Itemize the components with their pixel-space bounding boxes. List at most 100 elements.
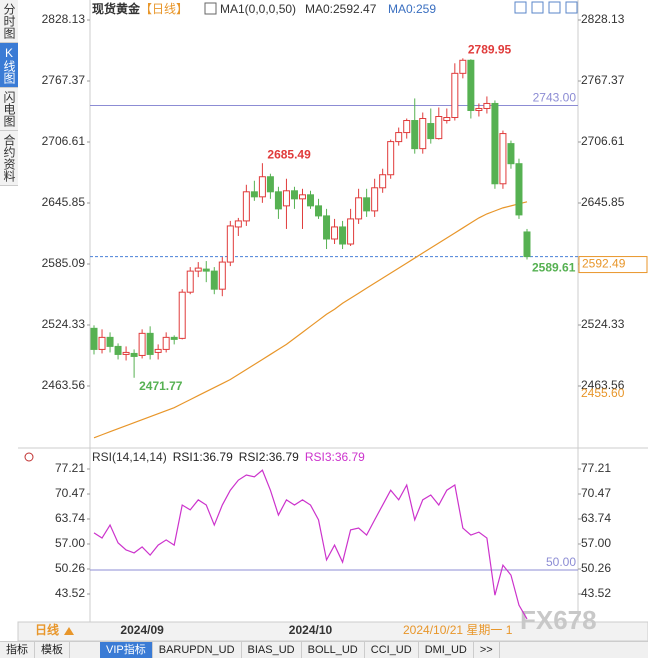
toolbar-tab[interactable]: 指标 bbox=[0, 642, 35, 658]
y-tick-label: 2585.09 bbox=[42, 256, 86, 270]
extreme-label: 2789.95 bbox=[468, 43, 512, 57]
rsi-icon[interactable] bbox=[24, 452, 34, 462]
candle-body bbox=[451, 72, 459, 119]
y-tick-label: 2706.61 bbox=[581, 134, 625, 148]
candle-body bbox=[210, 270, 218, 290]
candle-body bbox=[218, 261, 226, 290]
candle-body bbox=[162, 336, 170, 350]
side-tab[interactable]: 闪电图 bbox=[0, 88, 18, 131]
extreme-label: 2471.77 bbox=[139, 379, 183, 393]
y-tick-label: 2828.13 bbox=[581, 12, 625, 26]
window-icons[interactable] bbox=[514, 1, 578, 14]
extreme-label: 2685.49 bbox=[267, 147, 311, 161]
candle-body bbox=[290, 190, 298, 200]
settings-icon[interactable] bbox=[204, 2, 217, 15]
y-tick-label: 50.26 bbox=[581, 561, 611, 575]
y-tick-label: 2767.37 bbox=[42, 73, 86, 87]
candle-body bbox=[106, 336, 114, 347]
ma-line bbox=[93, 201, 528, 439]
candle-body bbox=[467, 59, 475, 111]
candle-body bbox=[258, 176, 266, 198]
y-tick-label: 2828.13 bbox=[42, 12, 86, 26]
candle-body bbox=[323, 215, 331, 240]
candle-body bbox=[250, 191, 258, 198]
icon[interactable] bbox=[565, 1, 578, 14]
price-tag-box bbox=[578, 256, 648, 274]
candle-body bbox=[339, 226, 347, 245]
candle-body bbox=[459, 59, 467, 74]
h-line-label: 2743.00 bbox=[533, 91, 577, 105]
candle-body bbox=[347, 218, 355, 245]
y-tick-label: 2524.33 bbox=[581, 317, 625, 331]
cursor-date: 2024/10/21 星期一 1 bbox=[403, 623, 513, 637]
period[interactable]: 【日线】 bbox=[140, 2, 188, 16]
candle-body bbox=[331, 226, 339, 240]
watermark: FX678 bbox=[520, 605, 597, 635]
toolbar: 指标 模板 VIP指标 BARUPDN_UD BIAS_UD BOLL_UD CCI_UD D… bbox=[0, 641, 648, 658]
side-tab[interactable]: 分时图 bbox=[0, 0, 18, 43]
price-tag: 2592.49 bbox=[582, 257, 626, 271]
toolbar-tab[interactable]: BOLL_UD bbox=[302, 642, 365, 658]
toolbar-tab[interactable]: BIAS_UD bbox=[242, 642, 302, 658]
toolbar-tab[interactable]: BARUPDN_UD bbox=[153, 642, 242, 658]
icon[interactable] bbox=[548, 1, 561, 14]
candle-body bbox=[475, 107, 483, 111]
candle-body bbox=[202, 268, 210, 272]
y-tick-label: 70.47 bbox=[581, 486, 611, 500]
y-tick-label: 57.00 bbox=[581, 536, 611, 550]
icon[interactable] bbox=[531, 1, 544, 14]
candle-body bbox=[274, 191, 282, 210]
y-tick-label: 50.26 bbox=[55, 561, 85, 575]
ma-value: MA0:259 bbox=[388, 2, 436, 16]
x-tick-label: 2024/10 bbox=[289, 623, 333, 637]
x-tick-label: 2024/09 bbox=[120, 623, 164, 637]
toolbar-tab[interactable]: 模板 bbox=[35, 642, 70, 658]
legend-item: RSI1:36.79 bbox=[173, 450, 233, 464]
y-tick-label: 2645.85 bbox=[42, 195, 86, 209]
candle-body bbox=[307, 194, 314, 207]
candle-body bbox=[266, 176, 274, 193]
sidebar: 分时图 K线图 闪电图 合约资料 bbox=[0, 0, 18, 186]
candle-body bbox=[515, 163, 523, 216]
side-tab[interactable]: 合约资料 bbox=[0, 131, 18, 186]
toolbar-tab[interactable]: >> bbox=[474, 642, 500, 658]
candle-body bbox=[483, 102, 491, 109]
candle-body bbox=[435, 116, 443, 140]
candle-body bbox=[443, 117, 451, 122]
candle-body bbox=[419, 118, 427, 150]
side-tab[interactable]: K线图 bbox=[0, 43, 18, 88]
candle-body bbox=[355, 197, 363, 220]
candle-body bbox=[114, 345, 122, 355]
instrument: 现货黄金 bbox=[92, 1, 141, 16]
candle-body bbox=[282, 190, 290, 207]
candle-body bbox=[379, 174, 387, 189]
ma-value: MA0:2592.47 bbox=[305, 2, 377, 16]
y-tick-label: 2463.56 bbox=[42, 378, 86, 392]
period-switch[interactable]: 日线 bbox=[35, 622, 59, 637]
y-tick-label: 77.21 bbox=[581, 461, 611, 475]
toolbar-tab[interactable]: CCI_UD bbox=[365, 642, 419, 658]
toolbar-tab[interactable]: VIP指标 bbox=[100, 642, 153, 658]
background bbox=[18, 0, 648, 641]
candle-body bbox=[234, 220, 242, 228]
candle-body bbox=[122, 351, 130, 355]
y-tick-label: 2706.61 bbox=[42, 134, 86, 148]
y-tick-label: 2645.85 bbox=[581, 195, 625, 209]
candle-body bbox=[98, 336, 106, 350]
period-arrow[interactable] bbox=[64, 627, 74, 635]
h-line-label: 50.00 bbox=[546, 555, 576, 569]
candle-body bbox=[146, 332, 154, 355]
toolbar-tab[interactable]: DMI_UD bbox=[419, 642, 474, 658]
candle-body bbox=[491, 102, 499, 185]
candle-body bbox=[523, 231, 531, 258]
candle-body bbox=[130, 352, 138, 357]
indicator-title: RSI(14,14,14) bbox=[92, 450, 167, 464]
y-tick-label: 2767.37 bbox=[581, 73, 625, 87]
y-tick-label: 70.47 bbox=[55, 486, 85, 500]
candle-body bbox=[226, 225, 234, 263]
candle-body bbox=[507, 143, 515, 165]
y-tick-label: 63.74 bbox=[581, 511, 611, 525]
icon[interactable] bbox=[514, 1, 527, 14]
